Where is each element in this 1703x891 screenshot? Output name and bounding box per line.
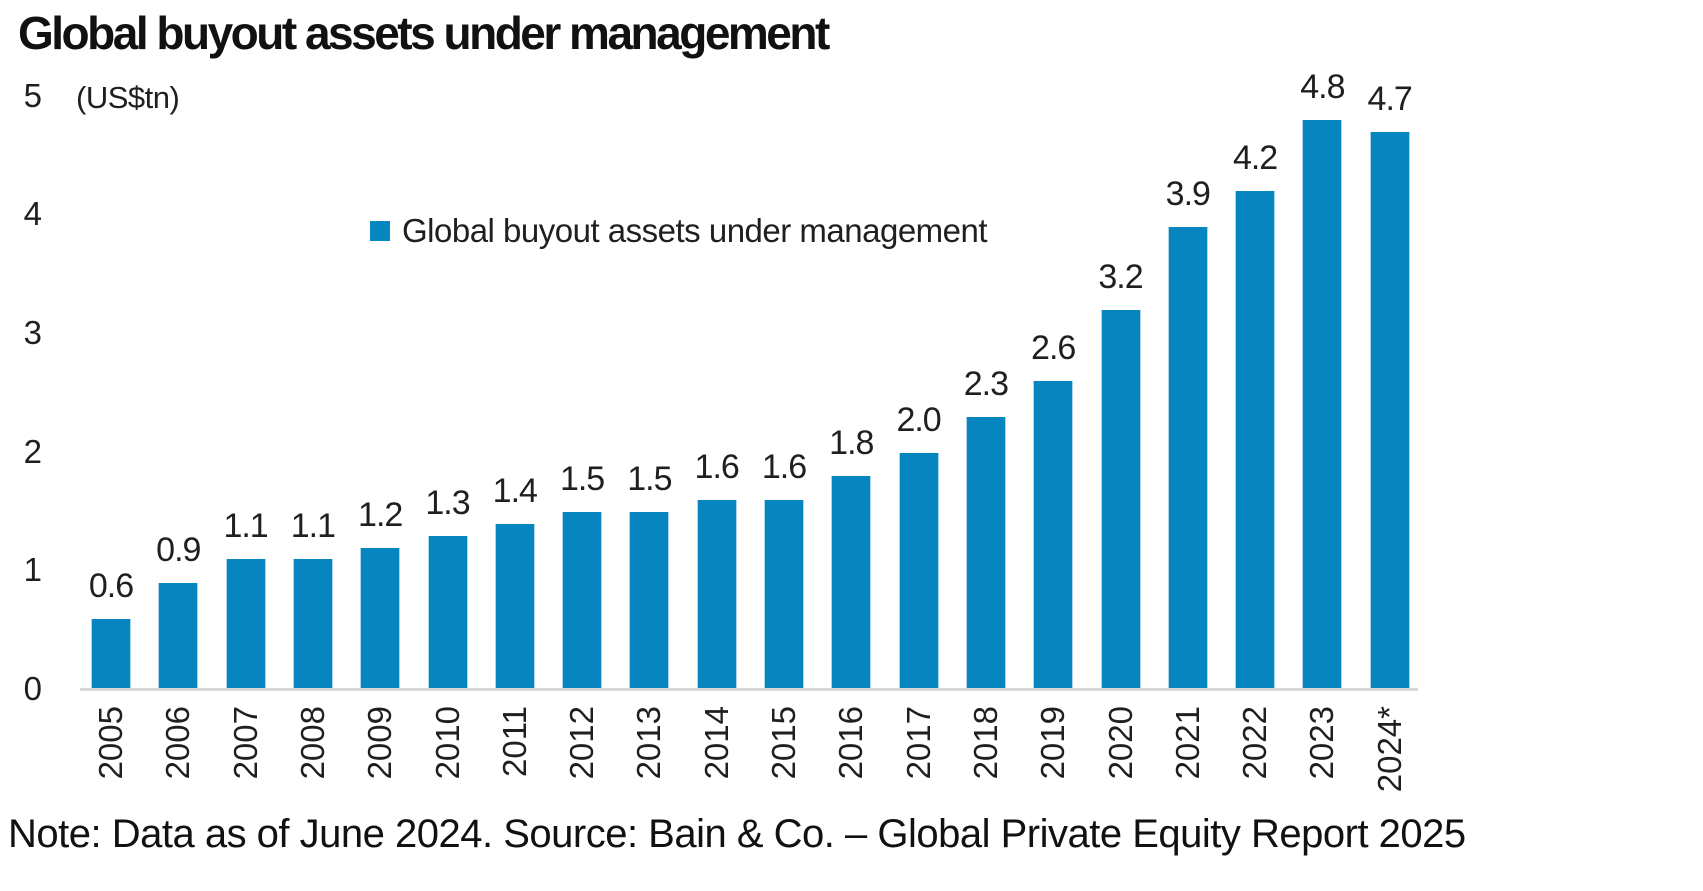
bar-value-label: 3.2 bbox=[1098, 258, 1143, 296]
bar-2012 bbox=[562, 512, 603, 690]
bar-value-label: 1.5 bbox=[627, 460, 672, 498]
bar-2011 bbox=[494, 524, 535, 690]
bar-value-label: 2.3 bbox=[963, 365, 1009, 403]
bar-value-label: 1.6 bbox=[761, 448, 807, 486]
bar-value-label: 1.1 bbox=[223, 507, 268, 545]
bar-value-label: 0.9 bbox=[156, 531, 201, 569]
bar-2014 bbox=[696, 500, 737, 690]
bar-2015 bbox=[764, 500, 804, 690]
legend: Global buyout assets under management bbox=[370, 212, 988, 249]
y-axis-tick-label: 2 bbox=[23, 432, 42, 470]
bar-value-label: 4.8 bbox=[1300, 68, 1345, 106]
y-axis-tick-label: 4 bbox=[23, 195, 42, 233]
bar-value-label: 3.9 bbox=[1165, 175, 1211, 213]
bar-value-label: 4.2 bbox=[1232, 139, 1278, 177]
y-axis-tick-label: 0 bbox=[23, 670, 42, 707]
y-axis-unit-label: (US$tn) bbox=[76, 80, 180, 115]
x-axis-line bbox=[80, 688, 1418, 691]
bar-2010 bbox=[427, 536, 468, 690]
bar-value-label: 1.3 bbox=[425, 484, 470, 522]
y-axis-tick-label: 5 bbox=[23, 76, 42, 114]
bar-value-label: 1.6 bbox=[694, 448, 740, 486]
bar-2007 bbox=[225, 559, 266, 690]
bar-value-label: 1.4 bbox=[492, 472, 538, 510]
bar-2016 bbox=[831, 476, 872, 690]
bar-2009 bbox=[360, 548, 401, 690]
bar-2017 bbox=[898, 453, 939, 690]
legend-label: Global buyout assets under management bbox=[402, 212, 988, 249]
bar-2006 bbox=[158, 583, 199, 690]
bar-value-label: 1.1 bbox=[290, 507, 336, 545]
bar-2008 bbox=[292, 559, 333, 690]
bar-value-label: 1.8 bbox=[829, 424, 874, 462]
bar-value-label: 2.0 bbox=[896, 401, 941, 439]
bar-value-label: 1.2 bbox=[358, 496, 403, 534]
bar-value-label: 0.6 bbox=[88, 567, 134, 605]
source-note: Note: Data as of June 2024. Source: Bain… bbox=[8, 812, 1466, 856]
legend-swatch-icon bbox=[370, 221, 390, 241]
y-axis-tick-label: 3 bbox=[23, 313, 42, 351]
bar-value-label: 2.6 bbox=[1031, 329, 1076, 367]
bar-2005 bbox=[91, 619, 131, 690]
bar-value-label: 1.5 bbox=[559, 460, 605, 498]
bar-2024* bbox=[1369, 132, 1410, 690]
bar-2022 bbox=[1235, 191, 1276, 690]
chart-title: Global buyout assets under management bbox=[18, 7, 830, 59]
bar-2020 bbox=[1100, 310, 1141, 690]
bar-2018 bbox=[965, 417, 1006, 690]
y-axis-tick-label: 1 bbox=[23, 551, 42, 589]
bar-2019 bbox=[1033, 381, 1074, 690]
bar-value-label: 4.7 bbox=[1367, 80, 1413, 118]
bar-2023 bbox=[1302, 120, 1343, 690]
bar-2013 bbox=[629, 512, 670, 690]
bar-2021 bbox=[1167, 227, 1208, 690]
